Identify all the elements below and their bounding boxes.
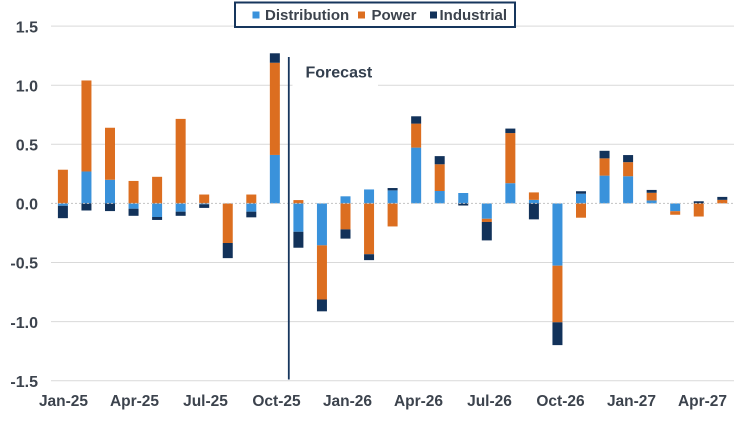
svg-text:Industrial: Industrial xyxy=(440,7,508,24)
svg-text:-0.5: -0.5 xyxy=(10,256,38,273)
svg-text:0.5: 0.5 xyxy=(16,138,38,155)
svg-text:Jul-26: Jul-26 xyxy=(467,393,512,410)
svg-text:Oct-25: Oct-25 xyxy=(252,393,301,410)
svg-text:0.0: 0.0 xyxy=(16,197,38,214)
svg-text:Apr-26: Apr-26 xyxy=(394,393,443,410)
svg-text:Apr-27: Apr-27 xyxy=(678,393,727,410)
svg-text:Forecast: Forecast xyxy=(306,65,373,82)
svg-text:1.0: 1.0 xyxy=(16,78,38,95)
svg-text:Oct-26: Oct-26 xyxy=(536,393,585,410)
svg-text:Jul-25: Jul-25 xyxy=(183,393,228,410)
svg-text:1.5: 1.5 xyxy=(16,19,38,36)
svg-text:-1.0: -1.0 xyxy=(10,315,38,332)
svg-text:Power: Power xyxy=(372,7,417,24)
svg-text:Apr-25: Apr-25 xyxy=(110,393,159,410)
svg-text:Jan-25: Jan-25 xyxy=(39,393,88,410)
svg-text:-1.5: -1.5 xyxy=(10,374,38,391)
svg-text:Jan-27: Jan-27 xyxy=(607,393,656,410)
svg-text:Jan-26: Jan-26 xyxy=(323,393,372,410)
svg-text:Distribution: Distribution xyxy=(265,7,349,24)
